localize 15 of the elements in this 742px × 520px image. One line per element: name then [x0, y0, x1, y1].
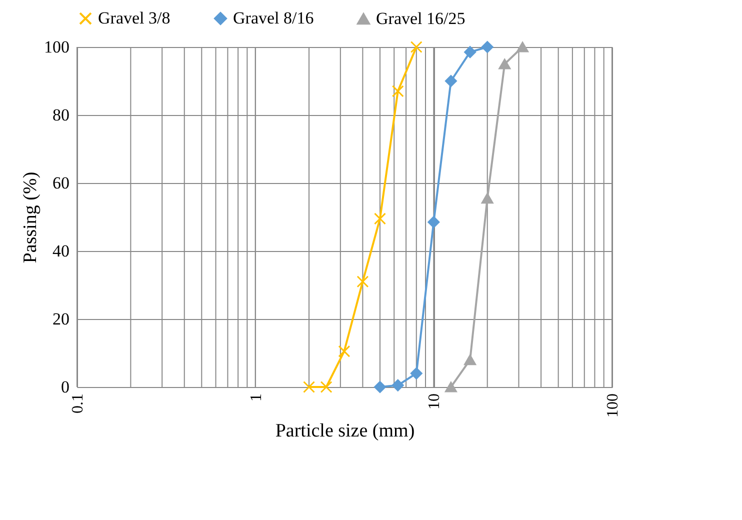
x-axis-title: Particle size (mm) [275, 420, 415, 442]
x-tick-label: 100 [604, 394, 622, 418]
y-tick-label: 100 [44, 38, 70, 56]
legend-label: Gravel 8/16 [233, 8, 314, 28]
y-tick-label: 40 [52, 242, 70, 260]
y-tick-label: 20 [52, 310, 70, 328]
legend-label: Gravel 3/8 [98, 8, 170, 28]
x-tick-label: 0.1 [70, 394, 86, 414]
x-tick-label: 10 [426, 394, 444, 410]
y-tick-label: 80 [52, 106, 70, 124]
y-axis-title: Passing (%) [20, 172, 41, 264]
x-tick-label: 1 [248, 394, 265, 402]
y-tick-label: 60 [52, 174, 70, 192]
y-tick-label: 0 [61, 378, 70, 396]
legend-label: Gravel 16/25 [376, 8, 466, 28]
